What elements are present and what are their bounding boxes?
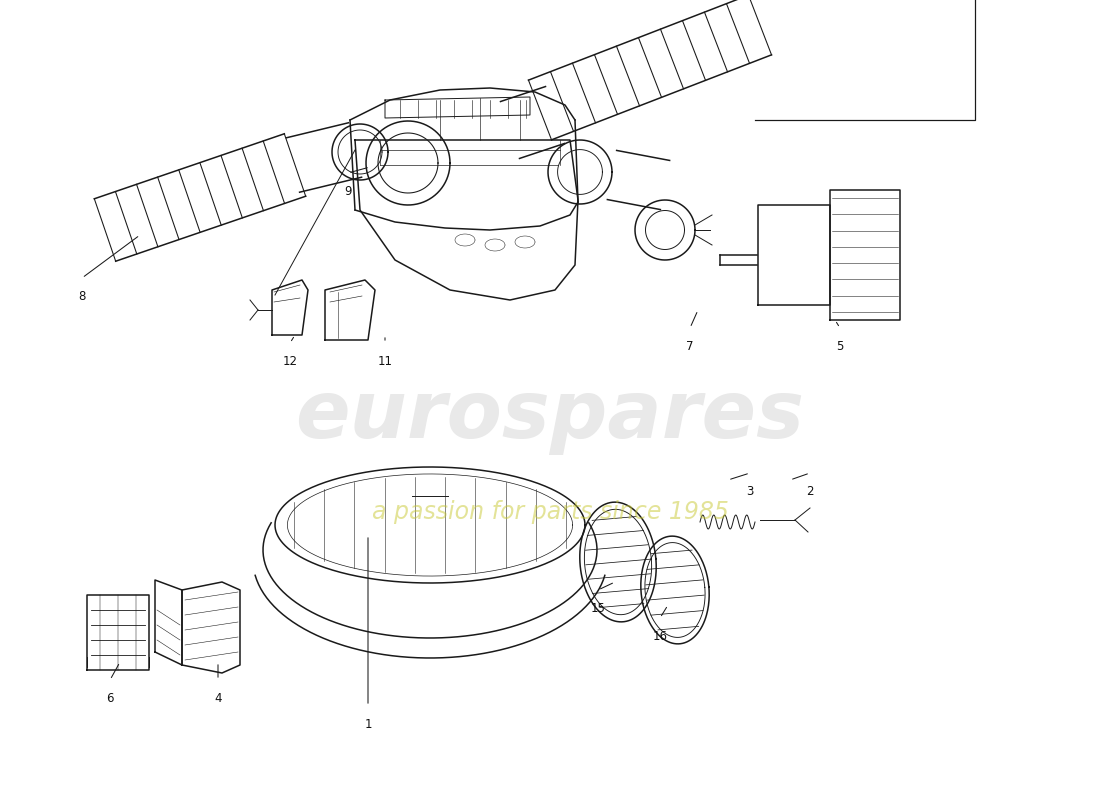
Text: 11: 11 [377,355,393,368]
Text: 12: 12 [283,355,297,368]
Text: 8: 8 [78,290,86,303]
Text: 6: 6 [107,692,113,705]
Text: 15: 15 [591,602,605,615]
Text: eurospares: eurospares [296,377,804,455]
Text: 2: 2 [806,485,814,498]
Text: 16: 16 [652,630,668,643]
Text: 3: 3 [746,485,754,498]
Text: 9: 9 [344,185,352,198]
Text: 7: 7 [686,340,694,353]
Text: 1: 1 [364,718,372,731]
Text: 5: 5 [836,340,844,353]
Text: 4: 4 [214,692,222,705]
Text: a passion for parts since 1985: a passion for parts since 1985 [372,500,728,524]
